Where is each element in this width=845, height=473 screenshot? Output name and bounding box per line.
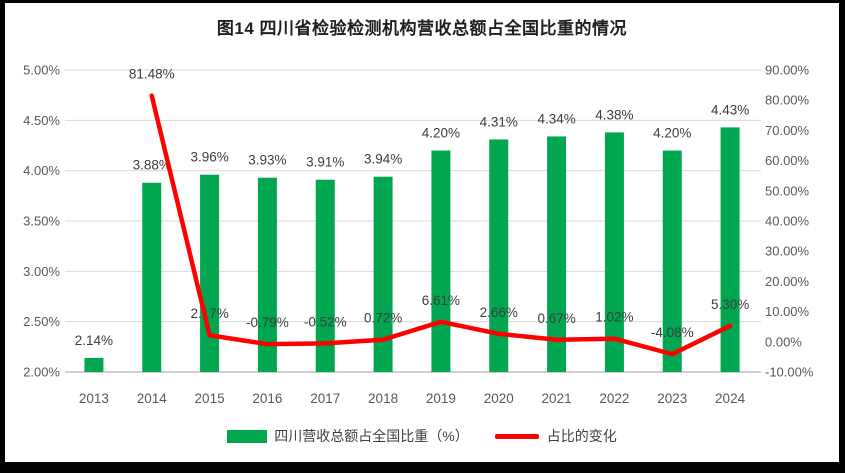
year-label-2020: 2020 xyxy=(484,391,514,406)
bar-label-2021: 4.34% xyxy=(537,111,575,126)
legend-label-line-series: 占比的变化 xyxy=(546,428,617,444)
year-label-2018: 2018 xyxy=(368,391,398,406)
bar-label-2014: 3.88% xyxy=(133,158,171,173)
right-axis-tick: 60.00% xyxy=(765,153,810,168)
bar-label-2015: 3.96% xyxy=(190,150,228,165)
bar-label-2018: 3.94% xyxy=(364,152,402,167)
line-series-swatch-icon xyxy=(494,433,539,439)
right-axis-tick: 70.00% xyxy=(765,123,810,138)
left-axis-tick: 3.00% xyxy=(23,264,60,279)
left-axis-tick: 4.00% xyxy=(23,163,60,178)
year-label-2024: 2024 xyxy=(715,391,746,406)
year-label-2019: 2019 xyxy=(426,391,456,406)
bar-2019 xyxy=(431,150,451,372)
right-axis-tick: 30.00% xyxy=(765,244,810,259)
bar-2017 xyxy=(315,179,335,372)
bar-label-2016: 3.93% xyxy=(248,153,286,168)
line-label-2019: 6.61% xyxy=(422,293,460,308)
bar-2016 xyxy=(257,177,277,372)
right-axis-tick: 20.00% xyxy=(765,274,810,289)
bar-series-swatch-icon xyxy=(227,429,268,443)
year-label-2023: 2023 xyxy=(657,391,687,406)
legend-label-bar-series: 四川营收总额占全国比重（%） xyxy=(274,428,469,444)
year-label-2015: 2015 xyxy=(195,391,225,406)
bar-2024 xyxy=(720,127,740,372)
line-label-2016: -0.79% xyxy=(246,315,289,330)
plot-area: 5.00% 4.50% 4.00% 3.50% 3.00% 2.50% 2.00% 90.00… xyxy=(23,63,814,407)
change-line xyxy=(149,93,733,357)
year-label-2022: 2022 xyxy=(599,391,629,406)
right-axis-tick: -10.00% xyxy=(765,365,814,380)
year-label-2016: 2016 xyxy=(252,391,282,406)
right-axis-tick: 50.00% xyxy=(765,183,810,198)
bar-label-2022: 4.38% xyxy=(595,107,633,122)
year-label-2021: 2021 xyxy=(542,391,572,406)
chart-title: 图14 四川省检验检测机构营收总额占全国比重的情况 xyxy=(216,19,628,38)
legend-item-line-series: 占比的变化 xyxy=(494,426,617,446)
bar-2023 xyxy=(662,150,682,372)
left-axis-tick: 5.00% xyxy=(23,63,60,78)
bar-label-2013: 2.14% xyxy=(75,333,113,348)
line-label-2024: 5.30% xyxy=(711,297,749,312)
left-axis-tick: 2.50% xyxy=(23,314,60,329)
bar-label-2020: 4.31% xyxy=(480,114,518,129)
legend: 四川营收总额占全国比重（%） 占比的变化 xyxy=(5,426,839,446)
bar-2014 xyxy=(142,182,162,372)
right-axis-tick: 90.00% xyxy=(765,63,810,78)
line-label-2014: 81.48% xyxy=(129,67,175,82)
bar-2015 xyxy=(200,174,220,372)
right-axis-tick: 0.00% xyxy=(765,334,802,349)
line-label-2021: 0.67% xyxy=(537,311,575,326)
right-axis-tick: 40.00% xyxy=(765,214,810,229)
bar-2022 xyxy=(604,132,624,372)
year-label-2013: 2013 xyxy=(79,391,109,406)
line-label-2023: -4.08% xyxy=(651,325,694,340)
bar-label-2024: 4.43% xyxy=(711,102,749,117)
line-label-2015: 2.17% xyxy=(190,306,228,321)
bar-2013 xyxy=(84,357,104,372)
chart-canvas: 图14 四川省检验检测机构营收总额占全国比重的情况 5.00% 4.50% 4.00… xyxy=(5,3,839,462)
year-label-2014: 2014 xyxy=(137,391,168,406)
bar-2018 xyxy=(373,176,393,372)
bar-label-2017: 3.91% xyxy=(306,155,344,170)
line-label-2022: 1.02% xyxy=(595,310,633,325)
bar-label-2019: 4.20% xyxy=(422,126,460,141)
line-label-2018: 0.72% xyxy=(364,311,402,326)
left-axis-tick: 3.50% xyxy=(23,214,60,229)
legend-item-bar-series: 四川营收总额占全国比重（%） xyxy=(227,426,469,446)
bar-2020 xyxy=(489,139,509,372)
right-axis-tick: 10.00% xyxy=(765,304,810,319)
year-label-2017: 2017 xyxy=(310,391,340,406)
left-axis-tick: 2.00% xyxy=(23,365,60,380)
right-axis-tick: 80.00% xyxy=(765,93,810,108)
line-label-2020: 2.66% xyxy=(480,305,518,320)
line-label-2017: -0.52% xyxy=(304,314,347,329)
bar-2021 xyxy=(547,136,567,372)
bar-label-2023: 4.20% xyxy=(653,126,691,141)
left-axis-tick: 4.50% xyxy=(23,113,60,128)
